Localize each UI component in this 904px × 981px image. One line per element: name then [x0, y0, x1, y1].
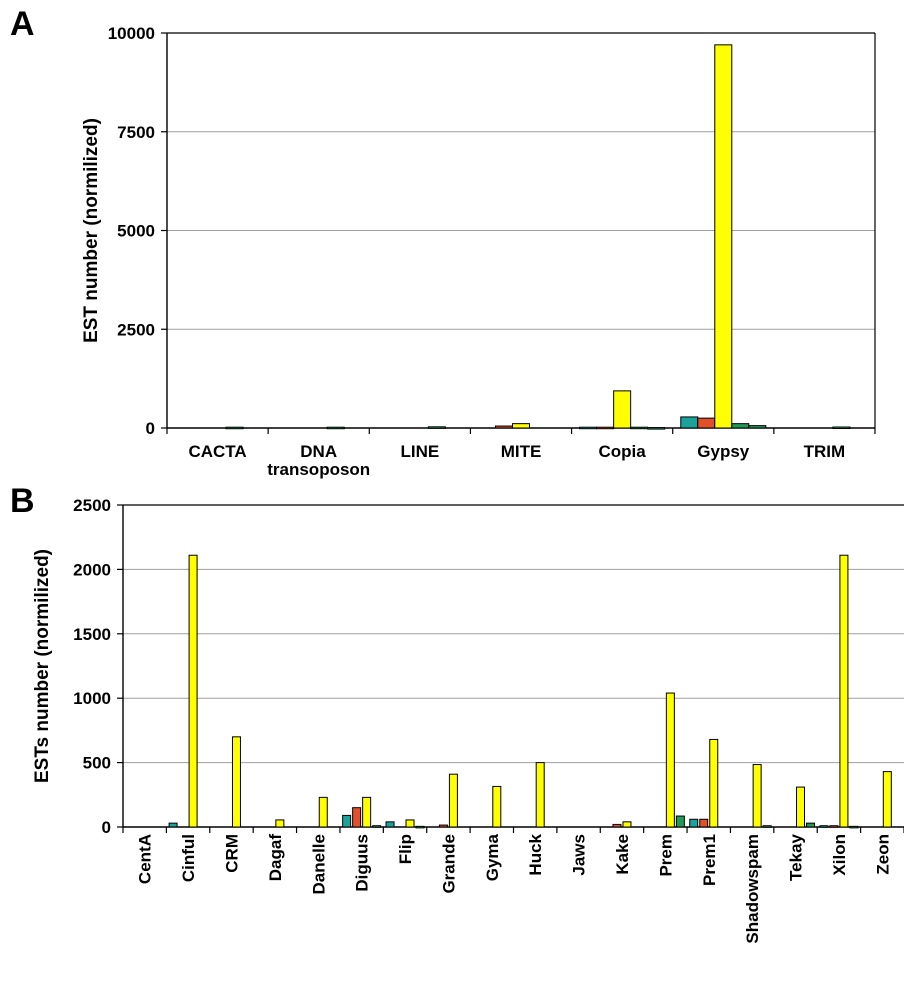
panel-b-bar	[819, 825, 829, 828]
panel-a-x-tick-label: Gypsy	[697, 442, 750, 461]
panel-b-x-tick-label: Kake	[613, 834, 632, 875]
panel-b-x-tick-label: Danelle	[309, 834, 328, 894]
panel-b-x-tick-label: Gyma	[483, 833, 502, 881]
panel-a-bar	[512, 423, 530, 429]
panel-b-bar	[622, 821, 632, 828]
panel-b-bar	[352, 807, 362, 828]
panel-b-bar	[362, 796, 372, 828]
panel-b-bar	[709, 738, 719, 828]
panel-a-bar	[680, 416, 699, 429]
panel-a-y-tick-label: 2500	[117, 320, 155, 339]
panel-b-x-tick-label: Xilon	[830, 834, 849, 876]
panel-a-x-tick-label: CACTA	[188, 442, 246, 461]
panel-b-x-tick-label: Cinful	[179, 834, 198, 882]
panel-b-label: B	[10, 482, 35, 520]
panel-b-x-tick-label: Shadowspam	[743, 834, 762, 944]
panel-b-x-tick-label: Dagaf	[266, 834, 285, 882]
panel-a-x-tick-label: transoposon	[267, 460, 370, 479]
panel-b-bar	[806, 822, 816, 828]
panel-a-y-tick-label: 10000	[108, 24, 155, 43]
panel-a-bar	[748, 425, 767, 429]
panel-b-y-axis-label: ESTs number (normilized)	[32, 549, 53, 783]
panel-a-x-tick-label: MITE	[501, 442, 542, 461]
panel-a-y-tick-label: 7500	[117, 123, 155, 142]
panel-b-y-tick-label: 2500	[73, 496, 111, 515]
panel-b-y-tick-label: 1500	[73, 625, 111, 644]
panel-a-x-tick-label: LINE	[400, 442, 439, 461]
panel-a-y-tick-label: 5000	[117, 222, 155, 241]
panel-b-bar	[689, 818, 699, 828]
panel-a-bar	[596, 426, 615, 430]
panel-a-bar	[647, 427, 666, 430]
panel-a-bar	[579, 426, 598, 430]
panel-b-x-tick-label: CRM	[222, 834, 241, 873]
panel-b-bar	[829, 825, 839, 828]
panel-b-bar	[415, 825, 425, 829]
panel-a-label: A	[10, 5, 35, 43]
panel-b-bar	[405, 819, 415, 828]
panel-b-bar	[438, 824, 448, 828]
panel-b-x-tick-label: CentA	[136, 834, 155, 884]
panel-b-y-tick-label: 500	[83, 754, 111, 773]
panel-b-bar	[612, 823, 622, 828]
panel-a-bar	[427, 426, 446, 429]
panel-a-bar	[714, 44, 733, 429]
panel-b-bar	[752, 764, 762, 828]
panel-b-bar	[675, 815, 685, 828]
panel-b-bar	[535, 762, 545, 828]
panel-b-bar	[318, 796, 328, 828]
panel-b-bar	[839, 554, 849, 828]
panel-a-bar	[613, 390, 632, 429]
panel-b-x-tick-label: Grande	[439, 834, 458, 894]
panel-b-x-tick-label: Diguus	[353, 834, 372, 892]
panel-b-x-tick-label: Huck	[526, 833, 545, 875]
panel-b-bar	[275, 819, 285, 828]
panel-b-bar	[342, 814, 352, 828]
panel-b-bar	[492, 785, 502, 828]
panel-b-bar	[882, 771, 892, 828]
panel-a-y-axis-label: EST number (normilized)	[81, 118, 102, 343]
panel-b-bar	[168, 822, 178, 828]
panel-a-x-tick-label: Copia	[599, 442, 647, 461]
panel-b-x-tick-label: Prem	[656, 834, 675, 877]
panel-b-bar	[448, 773, 458, 828]
panel-a-bar	[731, 423, 750, 429]
panel-a-x-tick-label: DNA	[300, 442, 337, 461]
panel-b-bar	[231, 736, 241, 828]
panel-b-x-tick-label: Prem1	[700, 834, 719, 886]
panel-b-bar	[372, 825, 382, 828]
panel-a-bar	[225, 426, 244, 430]
panel-b-bar	[385, 821, 395, 828]
panel-b-y-tick-label: 0	[102, 818, 111, 837]
panel-a-bar	[326, 426, 345, 430]
panel-b-bar	[849, 825, 859, 829]
panel-b-bar	[796, 786, 806, 828]
panel-a-y-tick-label: 0	[146, 419, 155, 438]
panel-a-bar	[832, 426, 851, 430]
panel-b-bar	[665, 692, 675, 828]
panel-b-bar	[188, 554, 198, 828]
panel-b-x-tick-label: Zeon	[873, 834, 892, 875]
panel-b-y-tick-label: 2000	[73, 560, 111, 579]
panel-a-bar	[697, 417, 716, 429]
panel-a-bar	[630, 426, 649, 430]
panel-a-bar	[495, 425, 513, 429]
panel-b-bar	[762, 825, 772, 828]
panel-b-x-tick-label: Tekay	[787, 833, 806, 880]
panel-b-x-tick-label: Flip	[396, 834, 415, 864]
panel-b-x-tick-label: Jaws	[570, 834, 589, 876]
panel-b-y-tick-label: 1000	[73, 689, 111, 708]
panel-b-bar	[699, 818, 709, 828]
panel-a-x-tick-label: TRIM	[804, 442, 846, 461]
